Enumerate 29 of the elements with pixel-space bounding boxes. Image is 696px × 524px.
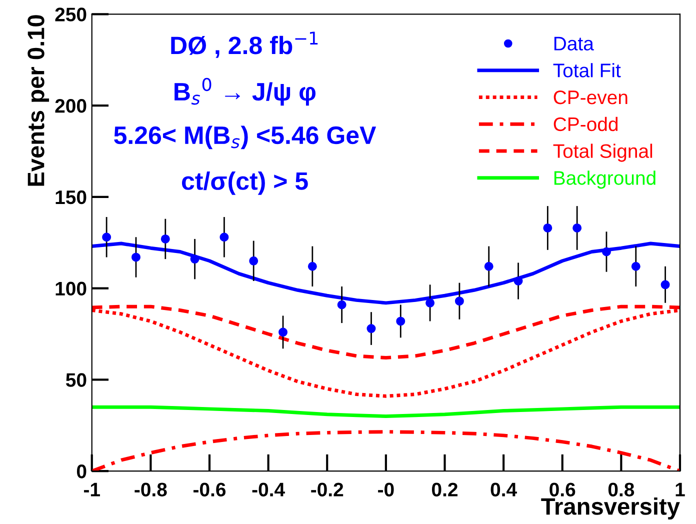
y-tick-label: 50 xyxy=(66,373,86,387)
y-tick-label: 100 xyxy=(56,282,86,296)
legend-label: Data xyxy=(554,36,594,50)
y-tick-label: 250 xyxy=(55,8,86,22)
x-axis-title: Transversity xyxy=(541,498,680,520)
legend-label: Background xyxy=(554,170,656,189)
x-tick-label: -0.2 xyxy=(311,482,344,496)
legend-label: CP-odd xyxy=(554,116,618,132)
annotation: B$_{s}$$^{0}$ → J/ψ φ xyxy=(174,78,316,106)
y-tick-label: 150 xyxy=(56,190,86,204)
x-tick-label: -0.4 xyxy=(252,482,285,496)
x-tick-label: 0.4 xyxy=(490,482,517,496)
y-tick-label: 200 xyxy=(55,99,86,113)
x-tick-label: 1 xyxy=(676,482,685,496)
legend-label: Total Fit xyxy=(553,63,621,78)
legend-label: CP-even xyxy=(554,90,628,104)
annotation: DØ , 2.8 fb$^{−1}$ xyxy=(171,32,318,58)
x-tick-label: -0.6 xyxy=(194,482,226,496)
annotation: ct/σ(ct) > 5 xyxy=(182,172,308,195)
x-tick-label: 0.8 xyxy=(608,482,634,496)
y-axis-title: Events per 0.10 xyxy=(28,15,50,186)
y-tick-label: 0 xyxy=(76,464,86,478)
x-tick-label: -1 xyxy=(84,482,100,496)
x-tick-label: -0.8 xyxy=(134,482,167,496)
x-tick-label: 0.6 xyxy=(550,482,576,496)
legend-label: Total Signal xyxy=(553,144,652,162)
x-tick-label: 0.2 xyxy=(432,482,458,496)
x-tick-label: -0 xyxy=(378,482,394,496)
annotation: 5.26< M(B$_{s}$) <5.46 GeV xyxy=(114,126,376,150)
